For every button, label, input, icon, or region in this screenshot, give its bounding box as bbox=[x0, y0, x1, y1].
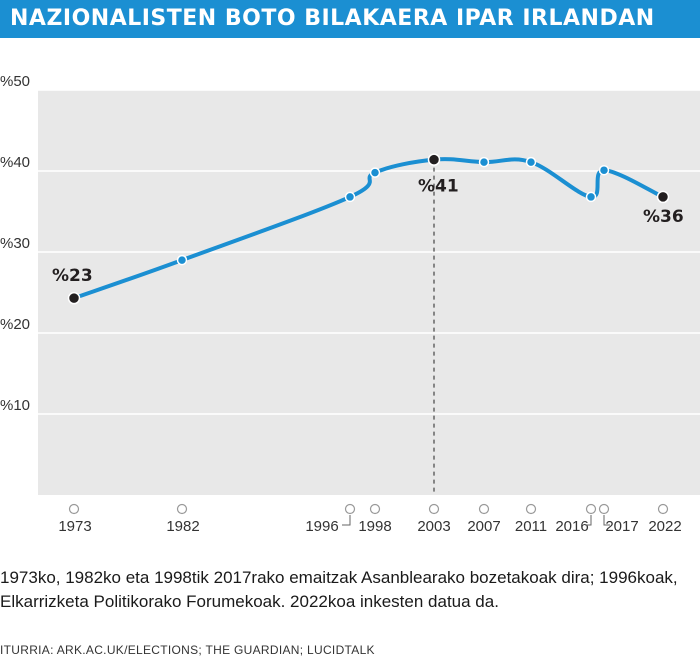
data-point bbox=[344, 191, 356, 203]
line-chart: %10 %20 %30 %40 %50 %23 %41 %36 1973 1982 1996 1998… bbox=[0, 73, 700, 535]
x-label-leader bbox=[603, 515, 610, 526]
chart-title: NAZIONALISTEN BOTO BILAKAERA IPAR IRLAND… bbox=[10, 6, 655, 31]
highlight-point bbox=[427, 153, 441, 166]
x-label-leader bbox=[585, 515, 592, 526]
x-tick-marker bbox=[585, 503, 597, 515]
y-tick-label: %20 bbox=[0, 316, 30, 333]
x-tick-label: 2011 bbox=[515, 518, 547, 535]
x-tick-label: 1996 bbox=[305, 518, 338, 535]
x-tick-marker bbox=[478, 503, 490, 515]
highlight-point bbox=[656, 190, 670, 204]
x-tick-label: 2022 bbox=[648, 518, 681, 535]
x-tick-label: 1973 bbox=[58, 518, 91, 535]
x-tick-marker bbox=[598, 503, 610, 515]
x-tick-label: 2007 bbox=[467, 518, 500, 535]
data-point bbox=[525, 156, 537, 168]
data-point bbox=[585, 191, 597, 203]
highlight-point bbox=[67, 291, 81, 305]
x-tick-label: 2003 bbox=[417, 518, 450, 535]
chart-source: ITURRIA: ARK.AC.UK/ELECTIONS; THE GUARDI… bbox=[0, 643, 375, 657]
y-tick-label: %10 bbox=[0, 397, 30, 414]
x-tick-marker bbox=[369, 503, 381, 515]
y-tick-label: %40 bbox=[0, 154, 30, 171]
x-tick-marker bbox=[344, 503, 356, 515]
data-point bbox=[176, 254, 188, 266]
title-banner: NAZIONALISTEN BOTO BILAKAERA IPAR IRLAND… bbox=[0, 0, 700, 38]
y-tick-label: %50 bbox=[0, 73, 30, 90]
x-tick-label: 2017 bbox=[605, 518, 638, 535]
x-tick-marker bbox=[428, 503, 440, 515]
x-tick-label: 2016 bbox=[555, 518, 588, 535]
data-point bbox=[478, 156, 490, 168]
data-point bbox=[598, 164, 610, 176]
x-tick-label: 1982 bbox=[166, 518, 199, 535]
value-label: %23 bbox=[52, 266, 93, 286]
x-tick-marker bbox=[657, 503, 669, 515]
value-label: %41 bbox=[418, 177, 459, 197]
y-tick-label: %30 bbox=[0, 235, 30, 252]
value-label: %36 bbox=[643, 207, 684, 227]
chart-note: 1973ko, 1982ko eta 1998tik 2017rako emai… bbox=[0, 568, 678, 611]
x-tick-label: 1998 bbox=[358, 518, 391, 535]
x-label-leader bbox=[342, 515, 351, 526]
x-tick-marker bbox=[176, 503, 188, 515]
plot-area bbox=[38, 90, 700, 495]
x-tick-marker bbox=[68, 503, 80, 515]
data-point bbox=[369, 167, 381, 178]
x-tick-marker bbox=[525, 503, 537, 515]
